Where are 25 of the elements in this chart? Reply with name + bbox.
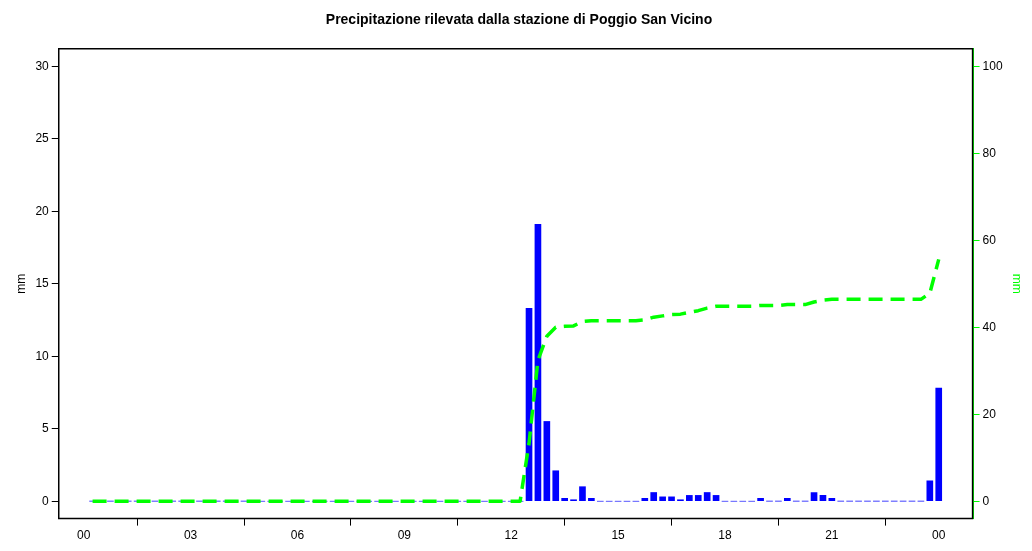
x-tick-label: 03 (183, 528, 198, 543)
y-tick-label: 25 (35, 131, 50, 146)
y-axis-title: mm (13, 273, 28, 294)
y-tick-label: 15 (35, 276, 50, 291)
x-tick-label: 09 (397, 528, 412, 543)
x-tick-label: 06 (290, 528, 305, 543)
y2-tick-label: 20 (982, 406, 997, 421)
y2-tick-label: 80 (982, 145, 997, 160)
y-tick-label: 0 (42, 493, 50, 508)
y2-tick-label: 60 (982, 232, 997, 247)
x-tick-label: 15 (611, 528, 626, 543)
y-tick-label: 20 (35, 203, 50, 218)
x-tick-label: 18 (718, 528, 732, 543)
x-tick-label: 21 (825, 528, 839, 543)
y2-tick-label: 100 (982, 58, 1003, 73)
x-tick-label: 00 (77, 528, 91, 543)
chart-title: Precipitazione rilevata dalla stazione di Poggio San Vicino (325, 11, 713, 28)
y2-axis-title: mm (1010, 273, 1025, 294)
x-tick-label: 12 (504, 528, 519, 543)
y-tick-label: 30 (35, 58, 50, 73)
y-tick-label: 5 (42, 421, 50, 436)
y-tick-label: 10 (35, 348, 50, 363)
x-tick-label: 00 (932, 528, 946, 543)
y2-tick-label: 0 (982, 493, 990, 508)
y2-tick-label: 40 (982, 319, 997, 334)
